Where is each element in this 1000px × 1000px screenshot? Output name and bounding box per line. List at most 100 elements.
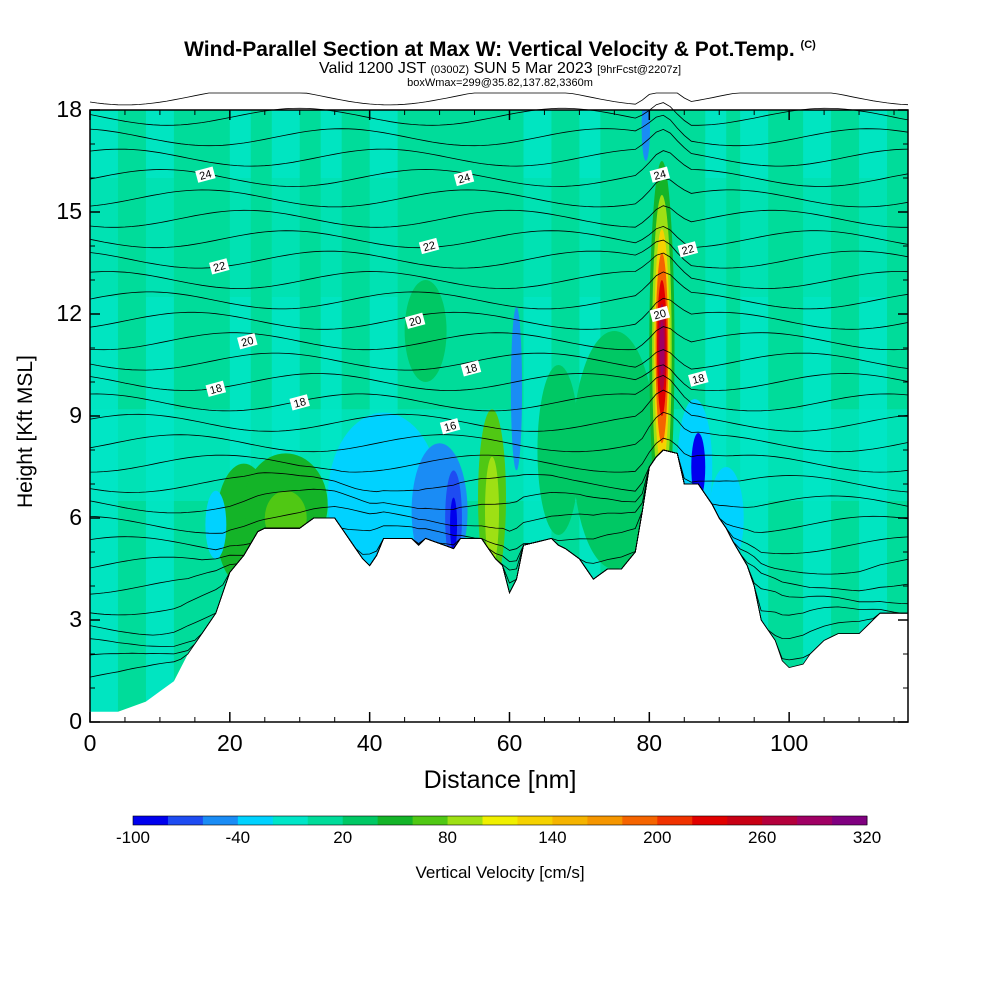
- theta-label-box: [439, 418, 461, 435]
- x-tick-label: 60: [496, 730, 523, 756]
- theta-label-text: 22: [422, 240, 437, 255]
- colorbar-swatch: [692, 816, 728, 825]
- y-tick-label: 12: [56, 300, 82, 326]
- theta-contour-line: [89, 349, 909, 371]
- theta-contour-line: [89, 150, 909, 187]
- theta-label-box: [195, 166, 216, 183]
- theta-contour-labels: 24 24 24 22 22 22 20 20 20 18 18 18 18 16: [195, 166, 709, 435]
- theta-label: 18: [460, 360, 482, 377]
- theta-contour-line: [89, 449, 909, 595]
- colorbar-label: Vertical Velocity [cm/s]: [415, 863, 585, 882]
- colorbar-swatch: [482, 816, 518, 825]
- theta-contour-line: [89, 225, 909, 249]
- colorbar-frame: [132, 815, 868, 826]
- colorbar-swatch: [237, 816, 274, 825]
- colorbar-swatch: [797, 816, 833, 825]
- theta-label: 20: [404, 312, 426, 329]
- theta-label-box: [209, 258, 230, 275]
- theta-contour-line: [89, 449, 909, 616]
- theta-contour-line: [89, 252, 909, 289]
- theta-label-text: 18: [209, 382, 224, 397]
- colorbar-swatch: [727, 816, 763, 825]
- x-tick-label: 80: [636, 730, 663, 756]
- colorbar-tick-label: -100: [115, 828, 151, 847]
- theta-label-box: [404, 312, 426, 329]
- theta-label-box: [453, 169, 475, 187]
- theta-label-text: 20: [408, 314, 423, 329]
- theta-label-text: 18: [691, 372, 706, 387]
- theta-contour-line: [89, 364, 909, 391]
- w-upper-band: [90, 178, 908, 297]
- colorbar-tick-label: -40: [225, 828, 251, 847]
- colorbar-swatch: [587, 816, 623, 825]
- w-blob: [537, 365, 580, 535]
- theta-label: 16: [439, 418, 461, 435]
- chart-subtitle: Valid 1200 JST (0300Z) SUN 5 Mar 2023 [9…: [318, 60, 682, 77]
- theta-contour-line: [89, 326, 909, 351]
- theta-contour-line: [89, 271, 909, 310]
- colorbar-swatch: [517, 816, 553, 825]
- theta-contour-line: [89, 92, 909, 106]
- y-tick-label: 18: [56, 96, 82, 122]
- theta-label: 20: [649, 305, 671, 322]
- colorbar-swatch: [202, 816, 239, 825]
- theta-contour-line: [89, 205, 908, 228]
- w-blob: [450, 497, 458, 552]
- theta-label-box: [205, 380, 227, 397]
- theta-label: 18: [688, 370, 709, 387]
- colorbar-swatch: [832, 816, 868, 825]
- theta-label-box: [649, 166, 671, 183]
- y-tick-label: 0: [69, 708, 82, 734]
- theta-label: 22: [209, 258, 230, 275]
- theta-label-text: 24: [198, 168, 213, 183]
- theta-contour-line: [89, 437, 909, 473]
- theta-contours: [89, 92, 909, 678]
- theta-contour-line: [89, 449, 909, 534]
- colorbar-tick-label: 20: [333, 828, 353, 847]
- theta-label-text: 20: [240, 335, 255, 350]
- theta-label: 24: [453, 169, 475, 187]
- theta-contour-line: [89, 297, 909, 330]
- chart-info-line: boxWmax=299@35.82,137.82,3360m: [407, 77, 593, 89]
- colorbar: [132, 815, 868, 826]
- theta-contour-line: [89, 411, 909, 453]
- chart-title: Wind-Parallel Section at Max W: Vertical…: [184, 38, 816, 61]
- w-blob: [485, 456, 499, 566]
- theta-contour-line: [89, 374, 909, 412]
- colorbar-tick-label: 200: [643, 828, 672, 847]
- theta-label-box: [460, 360, 482, 377]
- x-tick-label: 40: [356, 730, 383, 756]
- theta-contour-line: [89, 114, 909, 147]
- w-updraft-core: [659, 320, 664, 376]
- w-blob: [572, 331, 657, 569]
- theta-label: 22: [418, 237, 440, 255]
- theta-contour-line: [89, 389, 909, 432]
- theta-label-text: 22: [681, 243, 696, 258]
- theta-label-box: [677, 241, 699, 258]
- theta-contour-line: [89, 449, 909, 575]
- colorbar-swatch: [762, 816, 798, 825]
- theta-label-text: 18: [292, 396, 307, 411]
- colorbar-swatch: [133, 816, 169, 825]
- theta-label: 20: [237, 333, 258, 350]
- w-blob: [641, 110, 651, 161]
- theta-contour-line: [89, 449, 909, 493]
- theta-label-text: 22: [212, 260, 227, 275]
- colorbar-swatch: [377, 816, 414, 825]
- colorbar-swatch: [272, 816, 309, 825]
- theta-label-text: 24: [457, 172, 472, 187]
- colorbar-swatch: [552, 816, 588, 825]
- theta-contour-line: [89, 449, 909, 514]
- colorbar-tick-label: 80: [438, 828, 458, 847]
- terrain-mask: [90, 450, 908, 722]
- y-tick-label: 3: [69, 606, 82, 632]
- x-tick-label: 0: [83, 730, 97, 756]
- theta-label: 22: [677, 241, 699, 258]
- colorbar-tick-label: 140: [538, 828, 567, 847]
- theta-label-box: [688, 370, 709, 387]
- colorbar-swatch: [307, 816, 344, 825]
- colorbar-tick-label: 260: [747, 828, 777, 847]
- y-tick-label: 6: [69, 504, 82, 530]
- theta-label: 18: [289, 394, 310, 411]
- theta-label-text: 24: [653, 168, 668, 183]
